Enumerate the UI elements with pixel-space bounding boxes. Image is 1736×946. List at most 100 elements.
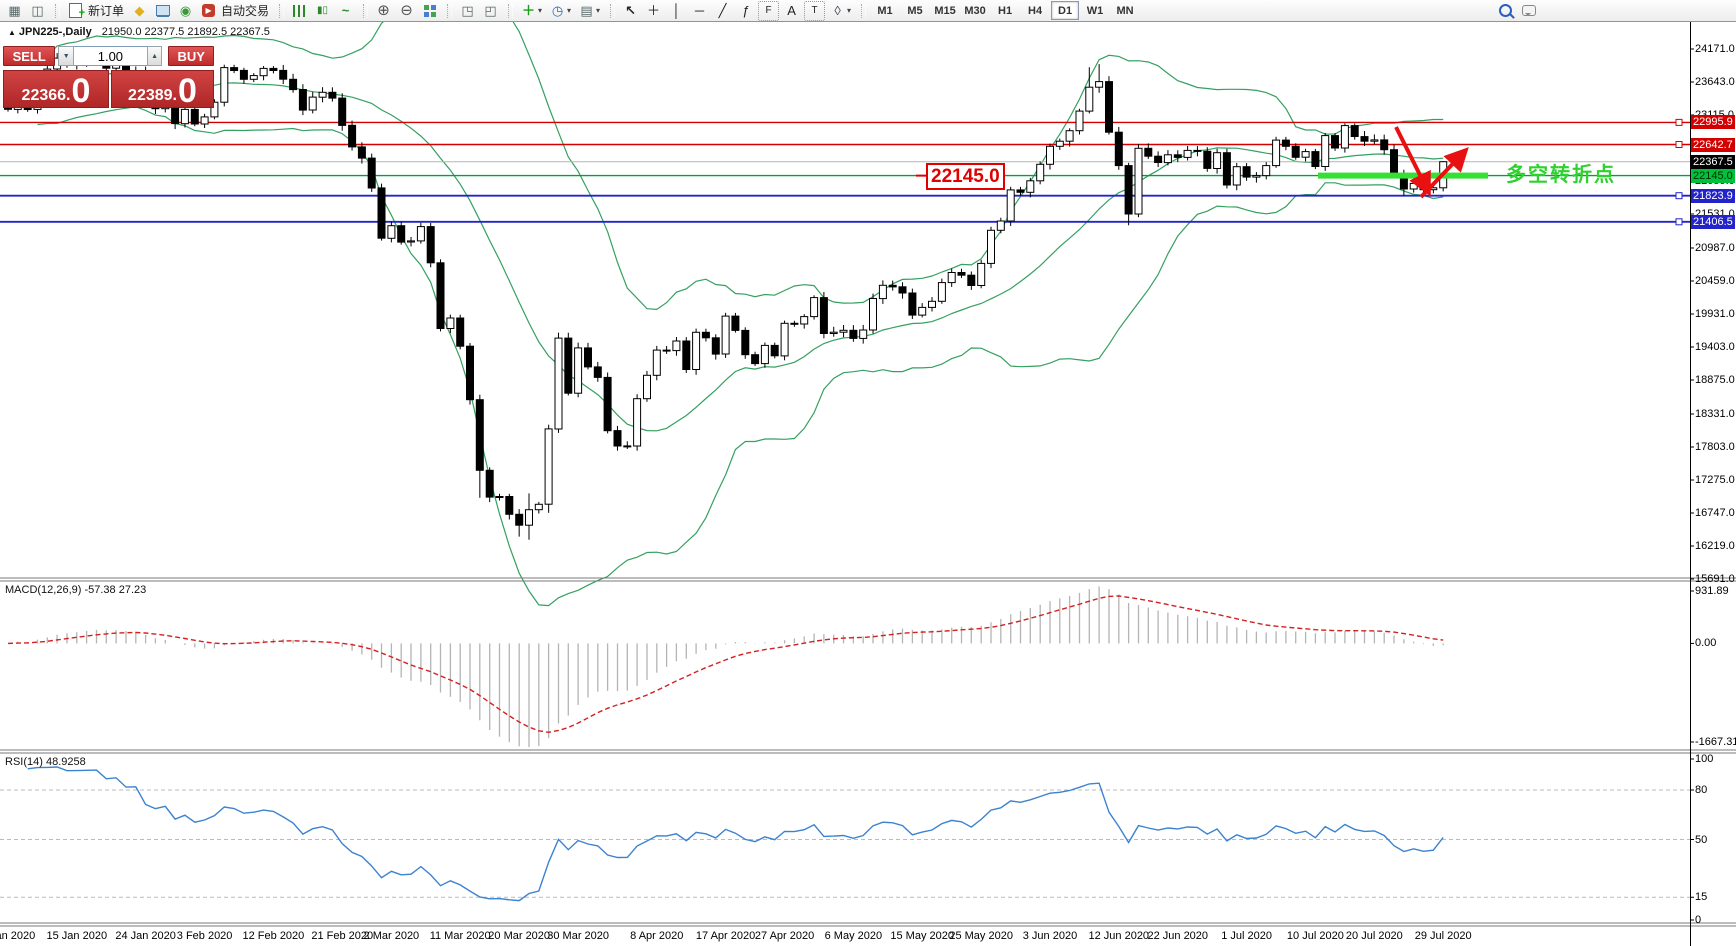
timeframe-button-m5[interactable]: M5: [907, 4, 923, 17]
turning-point-text[interactable]: 多空转折点: [1506, 164, 1616, 186]
cascade-windows-icon[interactable]: ◰: [484, 2, 497, 18]
chat-icon[interactable]: [1518, 1, 1539, 21]
candle-body: [269, 67, 278, 72]
line-handle[interactable]: [1675, 141, 1683, 148]
candle-body: [810, 297, 819, 318]
zoom-out-icon[interactable]: ⊖: [400, 1, 413, 19]
metaeditor-icon[interactable]: [152, 1, 173, 21]
trendline-icon[interactable]: ╱: [718, 2, 727, 18]
sell-price-display[interactable]: 22366. 0: [3, 70, 109, 108]
period-caret-icon[interactable]: ▾: [567, 6, 572, 15]
timeframe-button-m1[interactable]: M1: [877, 4, 893, 17]
new-order-icon[interactable]: [65, 1, 86, 22]
candle-body: [662, 349, 671, 352]
history-center-icon[interactable]: ◆: [134, 2, 145, 18]
toolbar-grip: [861, 3, 867, 18]
price-callout-label[interactable]: 22145.0: [926, 162, 1005, 190]
candle-body: [1321, 135, 1330, 168]
zoom-in-icon[interactable]: ⊕: [377, 1, 390, 19]
tick-chart-icon[interactable]: ◫: [31, 2, 44, 18]
candle-body: [1124, 165, 1133, 215]
timeframe-button-d1[interactable]: D1: [1051, 1, 1080, 20]
equidistant-channel-icon[interactable]: ƒ: [741, 2, 750, 18]
candle-body: [1350, 125, 1359, 137]
volume-input[interactable]: 1.00: [74, 46, 147, 66]
toolbar-group-charttype: ▮▯ ~: [276, 0, 360, 21]
cursor-icon[interactable]: ↖: [625, 2, 636, 18]
down-arrow-drawing[interactable]: [1394, 126, 1431, 197]
fibonacci-icon[interactable]: F: [758, 0, 780, 21]
highlight-bar[interactable]: [1318, 172, 1488, 179]
period-clock-icon[interactable]: ◷: [551, 2, 564, 18]
line-handle[interactable]: [1675, 218, 1683, 226]
macd-histogram[interactable]: [8, 586, 1444, 748]
price-tick-label: 16747.0: [1695, 507, 1735, 519]
arrows-tool-caret-icon[interactable]: ▾: [847, 6, 852, 15]
tile-windows-icon[interactable]: [419, 1, 440, 21]
candle-body: [1281, 139, 1290, 147]
timeframe-button-h1[interactable]: H1: [998, 4, 1013, 17]
symbol-header: ▲ JPN225-,Daily 21950.0 22377.5 21892.5 22…: [8, 26, 270, 38]
bar-chart-icon[interactable]: [289, 1, 310, 21]
chart-window-icon[interactable]: ▦: [8, 2, 21, 18]
candle-body: [780, 322, 789, 357]
crosshair-icon[interactable]: ＋: [647, 2, 661, 18]
timeframe-button-h4[interactable]: H4: [1028, 4, 1043, 17]
template-icon[interactable]: ▤: [580, 2, 593, 18]
timeframe-button-m30[interactable]: M30: [964, 4, 986, 17]
autotrading-label[interactable]: 自动交易: [221, 4, 270, 18]
candle-body: [839, 329, 848, 333]
timeframe-button-w1[interactable]: W1: [1086, 4, 1104, 17]
timeframe-button-mn[interactable]: MN: [1116, 4, 1134, 17]
sell-button[interactable]: SELL: [3, 46, 56, 66]
new-order-label[interactable]: 新订单: [88, 4, 125, 18]
candle-body: [377, 187, 386, 239]
line-handle[interactable]: [1675, 118, 1683, 126]
template-caret-icon[interactable]: ▾: [596, 6, 601, 15]
candlestick-series[interactable]: [4, 50, 1448, 540]
signals-icon[interactable]: ◉: [179, 2, 192, 18]
add-indicator-icon[interactable]: ＋: [522, 2, 536, 18]
symbol-collapse-icon[interactable]: ▲: [8, 28, 16, 37]
candle-body: [1242, 166, 1251, 178]
candle-body: [564, 337, 573, 394]
volume-down-button[interactable]: ▼: [58, 46, 75, 66]
volume-up-button[interactable]: ▲: [146, 46, 163, 66]
vertical-line-icon[interactable]: │: [672, 2, 681, 18]
rsi-line[interactable]: [27, 766, 1444, 902]
candle-body: [682, 340, 691, 370]
autotrading-icon[interactable]: ▶: [198, 1, 219, 21]
buy-price-display[interactable]: 22389. 0: [110, 70, 214, 108]
line-chart-icon[interactable]: ~: [341, 2, 350, 18]
candle-body: [180, 108, 189, 125]
horizontal-line-icon[interactable]: ─: [694, 2, 705, 18]
candle-body: [230, 67, 239, 71]
up-arrow-drawing[interactable]: [1419, 147, 1469, 199]
new-order-doc-icon: [69, 3, 85, 22]
horizontal-line-objects[interactable]: [0, 118, 1690, 226]
candlestick-chart-icon[interactable]: ▮▯: [317, 4, 329, 16]
toolbar-grip: [508, 3, 514, 18]
bollinger-bands[interactable]: [37, 2, 1444, 607]
timeframe-button-m15[interactable]: M15: [934, 4, 956, 17]
add-indicator-caret-icon[interactable]: ▾: [538, 6, 543, 15]
search-icon[interactable]: [1495, 1, 1516, 21]
buy-button[interactable]: BUY: [168, 46, 214, 66]
macd-signal-line[interactable]: [7, 595, 1444, 734]
auto-arrange-icon[interactable]: ◳: [461, 2, 474, 18]
candle-body: [318, 91, 327, 98]
candle-body: [584, 347, 592, 368]
line-handle[interactable]: [1675, 192, 1683, 200]
text-tool-icon[interactable]: A: [787, 2, 796, 18]
price-tick-label: 24171.0: [1695, 43, 1735, 55]
arrows-tool-icon[interactable]: ◊: [834, 2, 841, 18]
toolbar-group-charts: ▦ ◫: [0, 0, 52, 21]
text-label-tool-icon[interactable]: T: [804, 0, 826, 21]
macd-indicator-label: MACD(12,26,9) -57.38 27.23: [5, 584, 147, 596]
price-axis[interactable]: 24171.023643.023115.022587.022059.021531…: [1690, 0, 1736, 946]
sell-price-main: 22366: [21, 87, 67, 104]
candle-body: [869, 298, 877, 331]
candle-body: [937, 282, 946, 302]
